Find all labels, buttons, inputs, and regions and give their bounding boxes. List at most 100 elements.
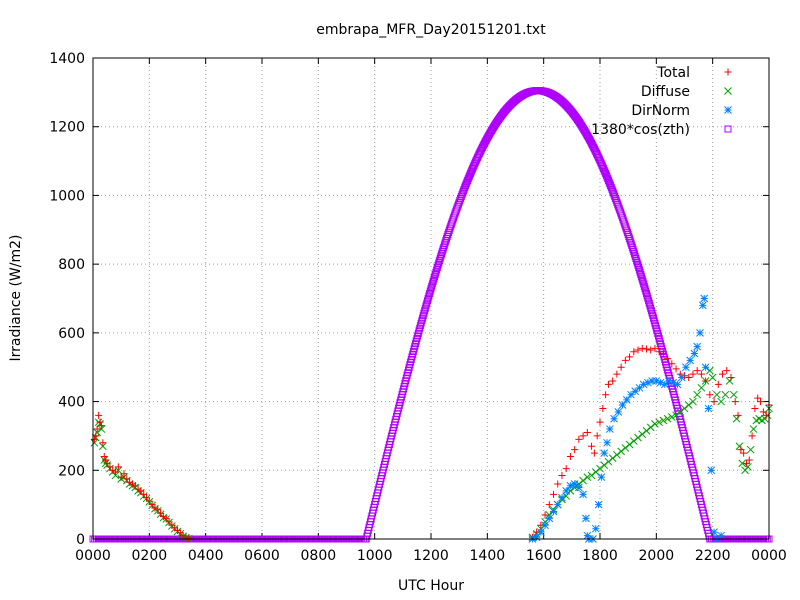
legend: Total Diffuse DirNorm 1380*cos(zth): [591, 65, 732, 138]
data-point: [744, 462, 752, 471]
x-axis-label: UTC Hour: [398, 578, 464, 594]
data-point: [536, 528, 545, 536]
data-point: [600, 449, 609, 457]
data-point: [696, 329, 704, 337]
data-point: [593, 432, 601, 440]
data-point: [626, 237, 634, 245]
x-tick-label: 0000: [751, 548, 787, 564]
y-tick-label: 800: [58, 257, 85, 273]
data-point: [673, 380, 682, 389]
data-point: [575, 435, 583, 443]
data-point: [90, 435, 98, 443]
data-point: [604, 380, 612, 388]
data-point: [655, 418, 664, 427]
data-point: [693, 367, 701, 375]
data-point: [672, 411, 680, 420]
data-point: [647, 346, 655, 354]
data-point: [645, 299, 653, 307]
data-point: [745, 456, 753, 464]
data-point: [599, 404, 607, 412]
data-point: [430, 275, 438, 283]
x-tick-label: 0600: [244, 548, 280, 564]
data-point: [575, 483, 583, 492]
data-point: [435, 257, 443, 265]
data-point: [667, 413, 676, 421]
data-point: [740, 449, 748, 457]
data-point: [613, 370, 621, 378]
legend-label: Diffuse: [641, 84, 690, 100]
data-point: [622, 396, 631, 404]
data-point: [628, 243, 636, 251]
data-point: [710, 398, 718, 406]
data-point: [731, 398, 739, 406]
data-point: [680, 404, 689, 413]
data-point: [562, 487, 571, 495]
data-point: [436, 254, 444, 262]
y-tick-label: 1400: [49, 51, 85, 67]
data-point: [458, 191, 466, 199]
data-point: [439, 246, 447, 254]
data-point: [603, 438, 611, 447]
data-point: [635, 264, 643, 272]
x-tick-label: 1000: [357, 548, 393, 564]
data-point: [708, 373, 717, 382]
legend-marker: [724, 125, 732, 133]
data-point: [97, 422, 105, 430]
data-point: [579, 476, 587, 485]
chart-title: embrapa_MFR_Day20151201.txt: [316, 22, 546, 38]
data-point: [634, 346, 642, 354]
data-point: [532, 533, 541, 542]
data-point: [114, 463, 122, 471]
data-point: [566, 481, 575, 490]
y-tick-label: 600: [58, 326, 85, 342]
data-point: [636, 268, 644, 276]
data-point: [642, 287, 650, 295]
data-point: [633, 259, 641, 267]
data-point: [428, 280, 436, 288]
data-point: [545, 501, 553, 509]
data-point: [693, 342, 702, 351]
data-point: [583, 428, 591, 436]
data-point: [419, 312, 427, 320]
data-point: [648, 309, 656, 317]
data-point: [639, 380, 648, 389]
data-point: [605, 178, 613, 186]
data-point: [433, 264, 441, 272]
data-point: [607, 182, 615, 190]
data-point: [423, 297, 431, 305]
grid-lines: [93, 58, 769, 539]
data-point: [554, 480, 562, 488]
data-point: [422, 302, 430, 310]
data-point: [686, 356, 694, 365]
data-point: [423, 299, 431, 307]
data-point: [607, 183, 615, 191]
data-point: [638, 430, 647, 439]
data-point: [700, 294, 709, 303]
data-point: [714, 380, 722, 388]
data-point: [621, 444, 630, 452]
data-point: [609, 377, 617, 385]
data-point: [435, 259, 443, 267]
legend-label: 1380*cos(zth): [591, 122, 690, 138]
y-tick-label: 400: [58, 395, 85, 411]
data-point: [432, 268, 440, 276]
data-point: [100, 453, 108, 461]
data-point: [640, 282, 648, 290]
data-point: [685, 374, 693, 382]
data-point: [426, 290, 434, 298]
data-point: [655, 348, 663, 356]
data-point: [553, 500, 562, 509]
x-tick-label: 0200: [132, 548, 168, 564]
data-point: [440, 243, 448, 251]
data-point: [541, 521, 549, 530]
data-point: [438, 248, 446, 256]
data-point: [698, 301, 707, 310]
data-point: [558, 471, 566, 479]
data-point: [732, 414, 741, 423]
data-point: [706, 391, 714, 399]
data-point: [707, 466, 716, 475]
data-point: [558, 493, 566, 502]
data-point: [604, 457, 613, 466]
data-point: [717, 531, 725, 540]
data-point: [717, 397, 725, 406]
